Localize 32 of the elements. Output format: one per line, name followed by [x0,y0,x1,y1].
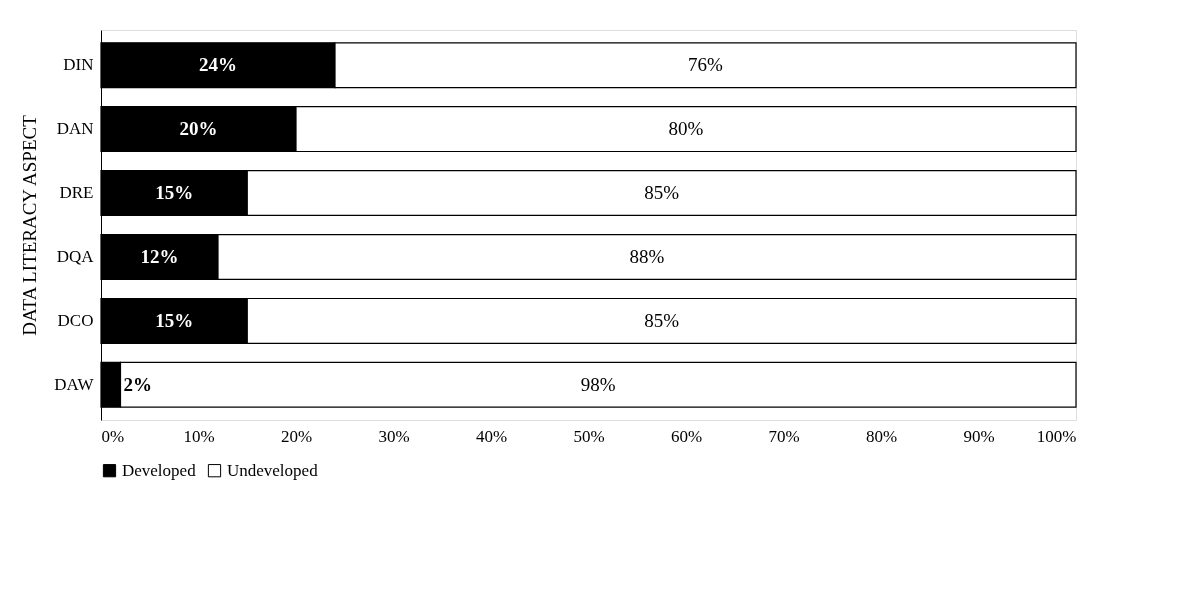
legend-label: Developed [122,460,197,480]
x-tick-label: 30% [378,426,410,446]
y-tick-label: DAN [56,119,94,139]
y-tick-label: DAW [54,374,95,394]
x-tick-label: 100% [1036,426,1077,446]
data-label: 24% [199,54,237,76]
x-tick-label: 80% [865,426,898,446]
x-tick-label: 50% [573,426,605,446]
data-label: 80% [668,118,704,140]
x-tick-label: 0% [101,426,125,446]
y-axis-title: DATA LITERACY ASPECT [19,114,41,336]
data-label: 76% [688,54,724,76]
y-tick-label: DRE [59,183,94,203]
data-label: 20% [179,118,218,140]
data-label: 88% [629,245,665,267]
data-label: 15% [155,309,194,331]
x-tick-label: 20% [280,426,313,446]
data-label: 85% [644,309,680,331]
y-tick-label: DIN [63,55,94,75]
legend-label: Undeveloped [227,460,319,480]
x-tick-label: 90% [963,426,995,446]
data-label: 2% [123,373,152,395]
data-label: 85% [644,182,680,204]
y-tick-label: DQA [56,246,95,266]
x-tick-label: 70% [768,426,800,446]
x-tick-label: 10% [183,426,215,446]
x-tick-label: 60% [670,426,703,446]
data-label: 15% [155,182,194,204]
data-label: 12% [140,245,179,267]
y-tick-label: DCO [57,310,94,330]
x-tick-label: 40% [475,426,508,446]
data-label: 98% [580,373,616,395]
